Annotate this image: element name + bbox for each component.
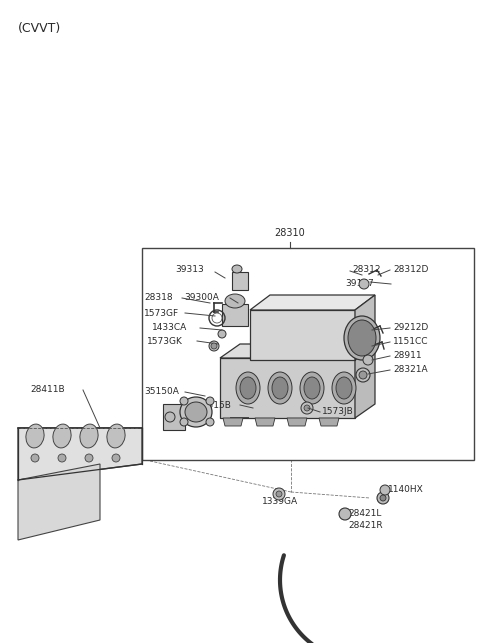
Circle shape — [377, 492, 389, 504]
Text: 28318: 28318 — [144, 293, 173, 302]
Circle shape — [218, 330, 226, 338]
Ellipse shape — [332, 372, 356, 404]
Text: 35150A: 35150A — [144, 388, 179, 397]
Text: 28911: 28911 — [393, 352, 421, 361]
Ellipse shape — [80, 424, 98, 448]
Polygon shape — [18, 464, 100, 540]
Text: 39313: 39313 — [175, 266, 204, 275]
Ellipse shape — [232, 265, 242, 273]
Circle shape — [206, 397, 214, 405]
Text: 1140HX: 1140HX — [388, 485, 424, 494]
Ellipse shape — [58, 454, 66, 462]
Polygon shape — [355, 344, 375, 418]
Polygon shape — [287, 418, 307, 426]
Text: 1433CA: 1433CA — [152, 323, 187, 332]
Polygon shape — [222, 304, 248, 326]
Circle shape — [165, 412, 175, 422]
Ellipse shape — [85, 454, 93, 462]
Circle shape — [363, 355, 373, 365]
Circle shape — [304, 405, 310, 411]
Ellipse shape — [336, 377, 352, 399]
Circle shape — [356, 368, 370, 382]
Text: 33315B: 33315B — [196, 401, 231, 410]
Text: 29212D: 29212D — [393, 323, 428, 332]
Ellipse shape — [268, 372, 292, 404]
Circle shape — [211, 343, 217, 349]
Polygon shape — [250, 295, 375, 310]
Text: 28312D: 28312D — [393, 266, 428, 275]
Ellipse shape — [304, 377, 320, 399]
Text: (CVVT): (CVVT) — [18, 22, 61, 35]
Text: 28421L: 28421L — [348, 509, 382, 518]
Circle shape — [301, 402, 313, 414]
Text: 28321A: 28321A — [393, 365, 428, 374]
Ellipse shape — [107, 424, 125, 448]
Text: 39187: 39187 — [345, 280, 374, 289]
Polygon shape — [255, 418, 275, 426]
Ellipse shape — [240, 377, 256, 399]
Bar — [142, 248, 474, 460]
Text: 28411B: 28411B — [30, 386, 65, 395]
Ellipse shape — [31, 454, 39, 462]
Polygon shape — [232, 272, 248, 290]
Circle shape — [273, 488, 285, 500]
Polygon shape — [223, 418, 243, 426]
Ellipse shape — [236, 372, 260, 404]
Text: 28312: 28312 — [352, 266, 381, 275]
Polygon shape — [220, 344, 375, 358]
Ellipse shape — [344, 316, 380, 360]
Circle shape — [380, 485, 390, 495]
Ellipse shape — [272, 377, 288, 399]
Polygon shape — [220, 358, 355, 418]
Text: 39300A: 39300A — [184, 293, 219, 302]
Circle shape — [359, 371, 367, 379]
Text: 35150: 35150 — [176, 413, 205, 422]
Text: 1151CC: 1151CC — [393, 338, 429, 347]
Circle shape — [209, 341, 219, 351]
Ellipse shape — [112, 454, 120, 462]
Polygon shape — [355, 295, 375, 360]
Polygon shape — [18, 428, 142, 480]
Polygon shape — [319, 418, 339, 426]
Circle shape — [359, 279, 369, 289]
Ellipse shape — [348, 320, 376, 356]
Polygon shape — [163, 404, 185, 430]
Circle shape — [380, 495, 386, 501]
Text: 28421R: 28421R — [348, 521, 383, 530]
Ellipse shape — [53, 424, 71, 448]
Text: 1339GA: 1339GA — [262, 498, 298, 507]
Circle shape — [180, 418, 188, 426]
Circle shape — [206, 418, 214, 426]
Text: 1573GK: 1573GK — [147, 336, 183, 345]
Circle shape — [276, 491, 282, 497]
Ellipse shape — [185, 402, 207, 422]
Circle shape — [339, 508, 351, 520]
Ellipse shape — [180, 397, 212, 427]
Text: 28310: 28310 — [275, 228, 305, 238]
Text: 1573JB: 1573JB — [322, 408, 354, 417]
Ellipse shape — [225, 294, 245, 308]
Text: 1573GF: 1573GF — [144, 309, 179, 318]
Ellipse shape — [26, 424, 44, 448]
Polygon shape — [250, 310, 355, 360]
Ellipse shape — [300, 372, 324, 404]
Circle shape — [180, 397, 188, 405]
